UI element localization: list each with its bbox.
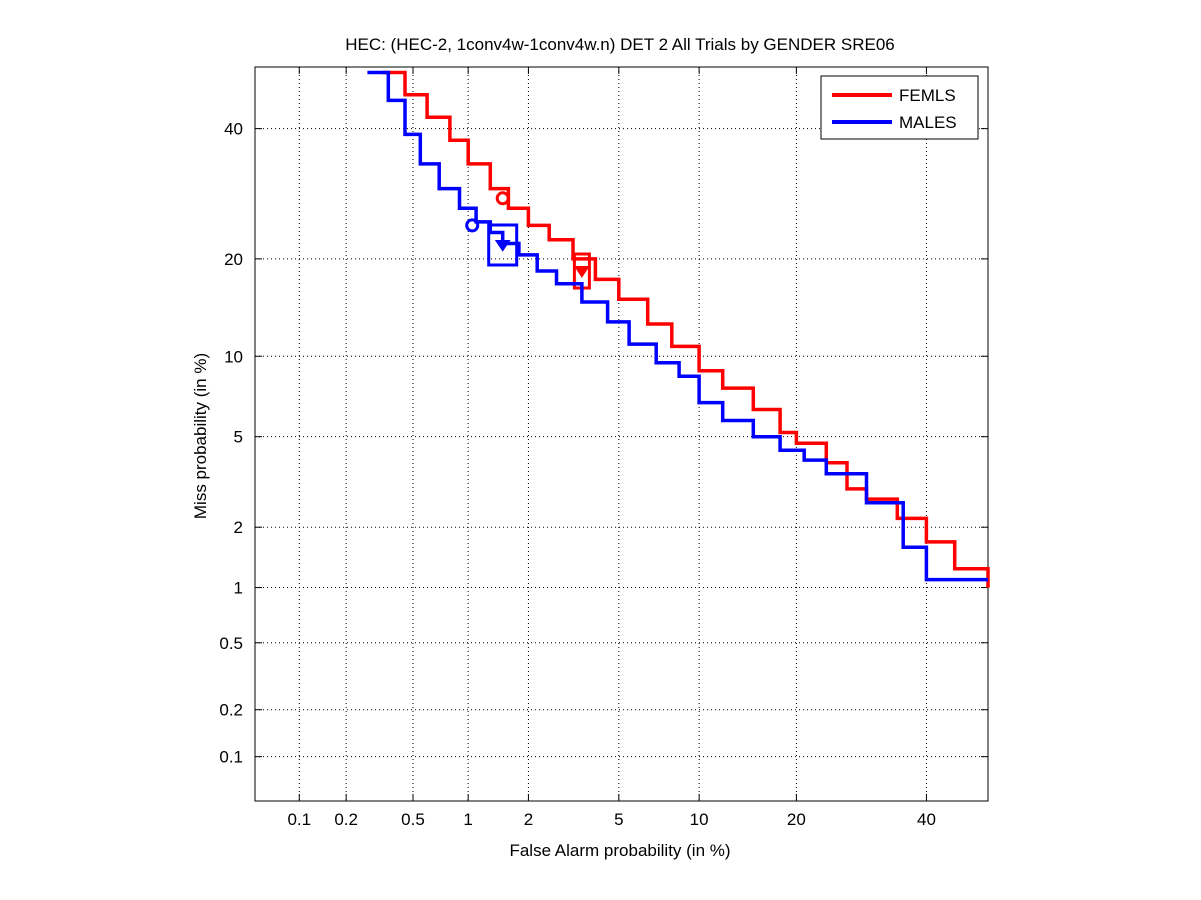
series-line-males <box>367 70 988 582</box>
act-dcf-marker-femls <box>574 266 590 278</box>
x-tick-label: 1 <box>463 810 472 829</box>
y-tick-label: 2 <box>234 518 243 537</box>
axis-ticks: 0.1 0.2 0.5 1 2 5 10 20 40 0.1 0.2 0.5 1 2 5 10 20 40 <box>219 67 988 829</box>
min-dcf-marker-males <box>465 218 480 233</box>
act-dcf-marker-males <box>494 239 511 252</box>
y-tick-label: 0.1 <box>219 748 243 767</box>
x-tick-label: 2 <box>524 810 533 829</box>
x-tick-label: 0.5 <box>401 810 425 829</box>
legend-box <box>820 75 979 140</box>
min-dcf-marker-femls <box>495 191 510 206</box>
chart-title: HEC: (HEC-2, 1conv4w-1conv4w.n) DET 2 Al… <box>345 35 895 54</box>
x-tick-label: 10 <box>690 810 709 829</box>
x-tick-label: 40 <box>917 810 936 829</box>
y-tick-label: 0.5 <box>219 634 243 653</box>
y-tick-label: 10 <box>224 347 243 366</box>
y-tick-label: 0.2 <box>219 701 243 720</box>
y-tick-label: 1 <box>234 579 243 598</box>
x-axis-label: False Alarm probability (in %) <box>509 841 730 860</box>
legend: FEMLS MALES <box>820 75 979 140</box>
x-tick-label: 0.1 <box>287 810 311 829</box>
x-tick-label: 5 <box>614 810 623 829</box>
act-dcf-box-males <box>487 223 519 267</box>
x-tick-label: 0.2 <box>334 810 358 829</box>
y-tick-label: 40 <box>224 120 243 139</box>
y-axis-label: Miss probability (in %) <box>191 353 210 519</box>
axes-frame <box>254 66 989 802</box>
legend-label-femls: FEMLS <box>899 86 956 105</box>
series-group <box>367 70 990 588</box>
x-tick-label: 20 <box>787 810 806 829</box>
legend-label-males: MALES <box>899 113 957 132</box>
y-tick-label: 20 <box>224 250 243 269</box>
y-tick-label: 5 <box>234 428 243 447</box>
